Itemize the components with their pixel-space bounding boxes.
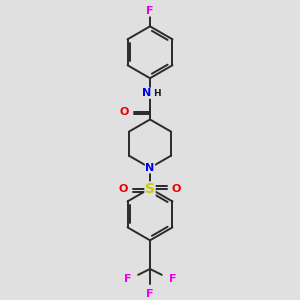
- Text: S: S: [145, 182, 155, 196]
- Text: O: O: [119, 184, 128, 194]
- Text: O: O: [172, 184, 181, 194]
- Text: F: F: [124, 274, 131, 284]
- Text: F: F: [169, 274, 176, 284]
- Text: F: F: [146, 289, 154, 299]
- Text: F: F: [146, 6, 154, 16]
- Text: N: N: [146, 163, 154, 173]
- Text: N: N: [142, 88, 151, 98]
- Text: O: O: [120, 106, 129, 116]
- Text: H: H: [154, 89, 161, 98]
